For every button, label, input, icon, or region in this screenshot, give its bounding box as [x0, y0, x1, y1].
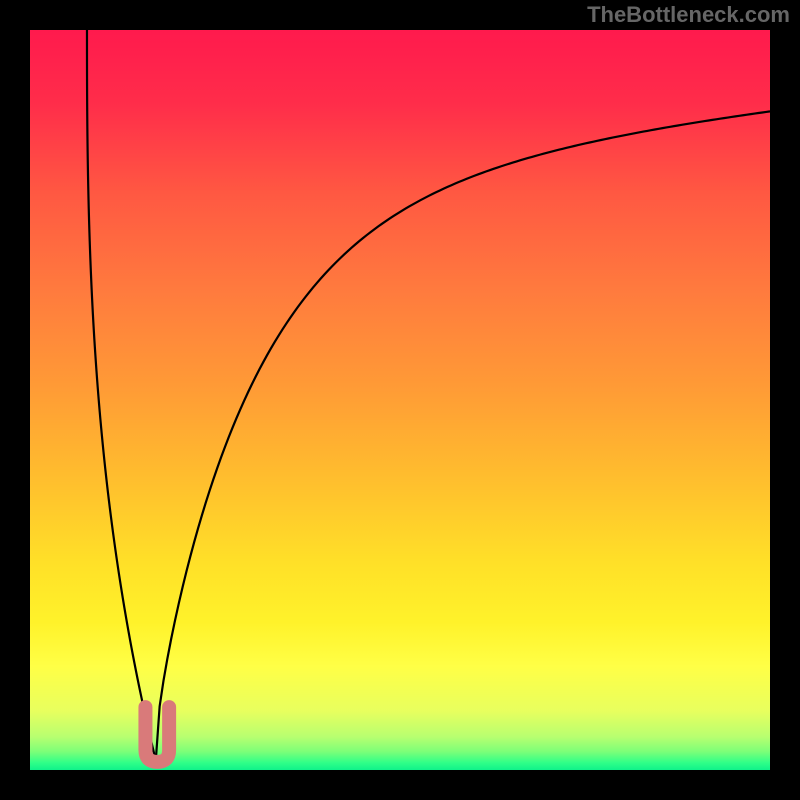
watermark-text: TheBottleneck.com	[587, 2, 790, 28]
plot-background-gradient	[30, 30, 770, 770]
chart-container: { "watermark": { "text": "TheBottleneck.…	[0, 0, 800, 800]
chart-svg	[0, 0, 800, 800]
